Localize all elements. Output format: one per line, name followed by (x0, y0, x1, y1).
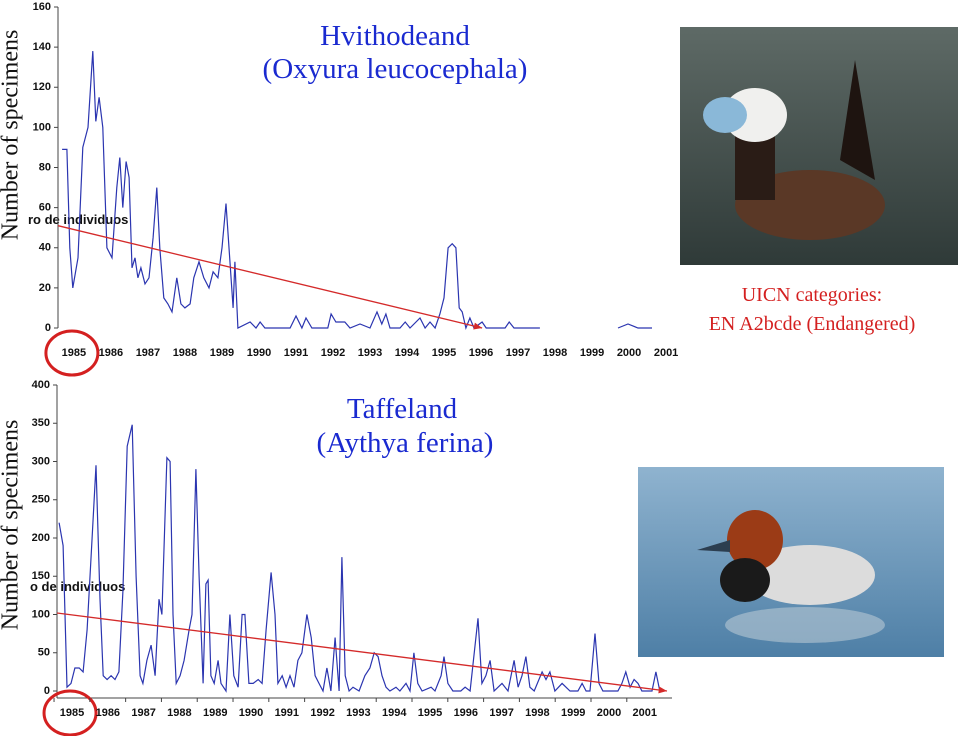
annotation: EN A2bcde (Endangered) (709, 313, 916, 335)
y-tick-label: 0 (45, 322, 51, 334)
x-tick-label: 1993 (346, 707, 370, 719)
trend-line (56, 612, 668, 692)
y-tick-label: 300 (32, 455, 50, 467)
highlight-circle (42, 689, 98, 736)
data-line (62, 51, 652, 331)
x-tick-label: 1986 (96, 707, 120, 719)
y-tick-label: 400 (32, 379, 50, 391)
x-tick-label: 1999 (580, 347, 604, 359)
chart-subtitle: (Aythya ferina) (317, 427, 494, 459)
chart-title: Taffeland (347, 393, 458, 425)
y-tick-label: 60 (39, 202, 51, 214)
chart-subtitle: (Oxyura leucocephala) (263, 53, 528, 85)
highlight-circle (44, 329, 100, 377)
y-tick-label: 0 (44, 685, 50, 697)
y-tick-label: 250 (32, 494, 50, 506)
x-tick-label: 1990 (239, 707, 263, 719)
duck-photo (638, 467, 944, 657)
x-tick-label: 1988 (167, 707, 191, 719)
y-tick-label: 20 (39, 282, 51, 294)
x-tick-label: 1991 (284, 347, 308, 359)
x-tick-label: 1987 (136, 347, 160, 359)
y-tick-label: 40 (39, 242, 51, 254)
x-tick-label: 1992 (321, 347, 345, 359)
x-tick-label: 1993 (358, 347, 382, 359)
annotation: ro de individuos (28, 212, 128, 227)
y-tick-label: 150 (32, 570, 50, 582)
x-tick-label: 2001 (633, 707, 657, 719)
chart-title: Hvithodeand (320, 20, 470, 52)
x-tick-label: 1996 (469, 347, 493, 359)
y-axis-label: Number of specimens (0, 30, 24, 241)
x-tick-label: 1989 (203, 707, 227, 719)
y-tick-label: 120 (33, 81, 51, 93)
trend-arrowhead (473, 322, 483, 330)
y-axis-label: Number of specimens (0, 420, 24, 631)
x-tick-label: 1989 (210, 347, 234, 359)
x-tick-label: 1992 (310, 707, 334, 719)
y-tick-label: 160 (33, 1, 51, 13)
y-tick-label: 80 (39, 161, 51, 173)
annotation: UICN categories: (742, 284, 883, 306)
annotation: o de individuos (30, 579, 125, 594)
data-line (58, 424, 661, 694)
x-tick-label: 1990 (247, 347, 271, 359)
x-tick-label: 1998 (543, 347, 567, 359)
y-tick-label: 100 (32, 608, 50, 620)
x-tick-label: 1994 (395, 347, 420, 359)
x-tick-label: 2000 (617, 347, 641, 359)
x-tick-label: 1985 (62, 347, 86, 359)
y-tick-label: 100 (33, 121, 51, 133)
x-tick-label: 1995 (432, 347, 456, 359)
y-tick-label: 200 (32, 532, 50, 544)
x-tick-label: 1991 (275, 707, 299, 719)
x-tick-label: 1995 (418, 707, 442, 719)
x-tick-label: 1994 (382, 707, 407, 719)
x-tick-label: 1997 (489, 707, 513, 719)
x-tick-label: 1985 (60, 707, 84, 719)
trend-line (57, 225, 483, 329)
x-tick-label: 2000 (597, 707, 621, 719)
x-tick-label: 1998 (525, 707, 549, 719)
x-tick-label: 1997 (506, 347, 530, 359)
x-tick-label: 1988 (173, 347, 197, 359)
x-tick-label: 1999 (561, 707, 585, 719)
x-tick-label: 1996 (454, 707, 478, 719)
trend-arrowhead (658, 686, 667, 694)
x-tick-label: 1987 (131, 707, 155, 719)
x-tick-label: 1986 (99, 347, 123, 359)
duck-photo (680, 27, 958, 265)
y-tick-label: 140 (33, 41, 51, 53)
x-tick-label: 2001 (654, 347, 678, 359)
y-tick-label: 50 (38, 647, 50, 659)
y-tick-label: 350 (32, 417, 50, 429)
